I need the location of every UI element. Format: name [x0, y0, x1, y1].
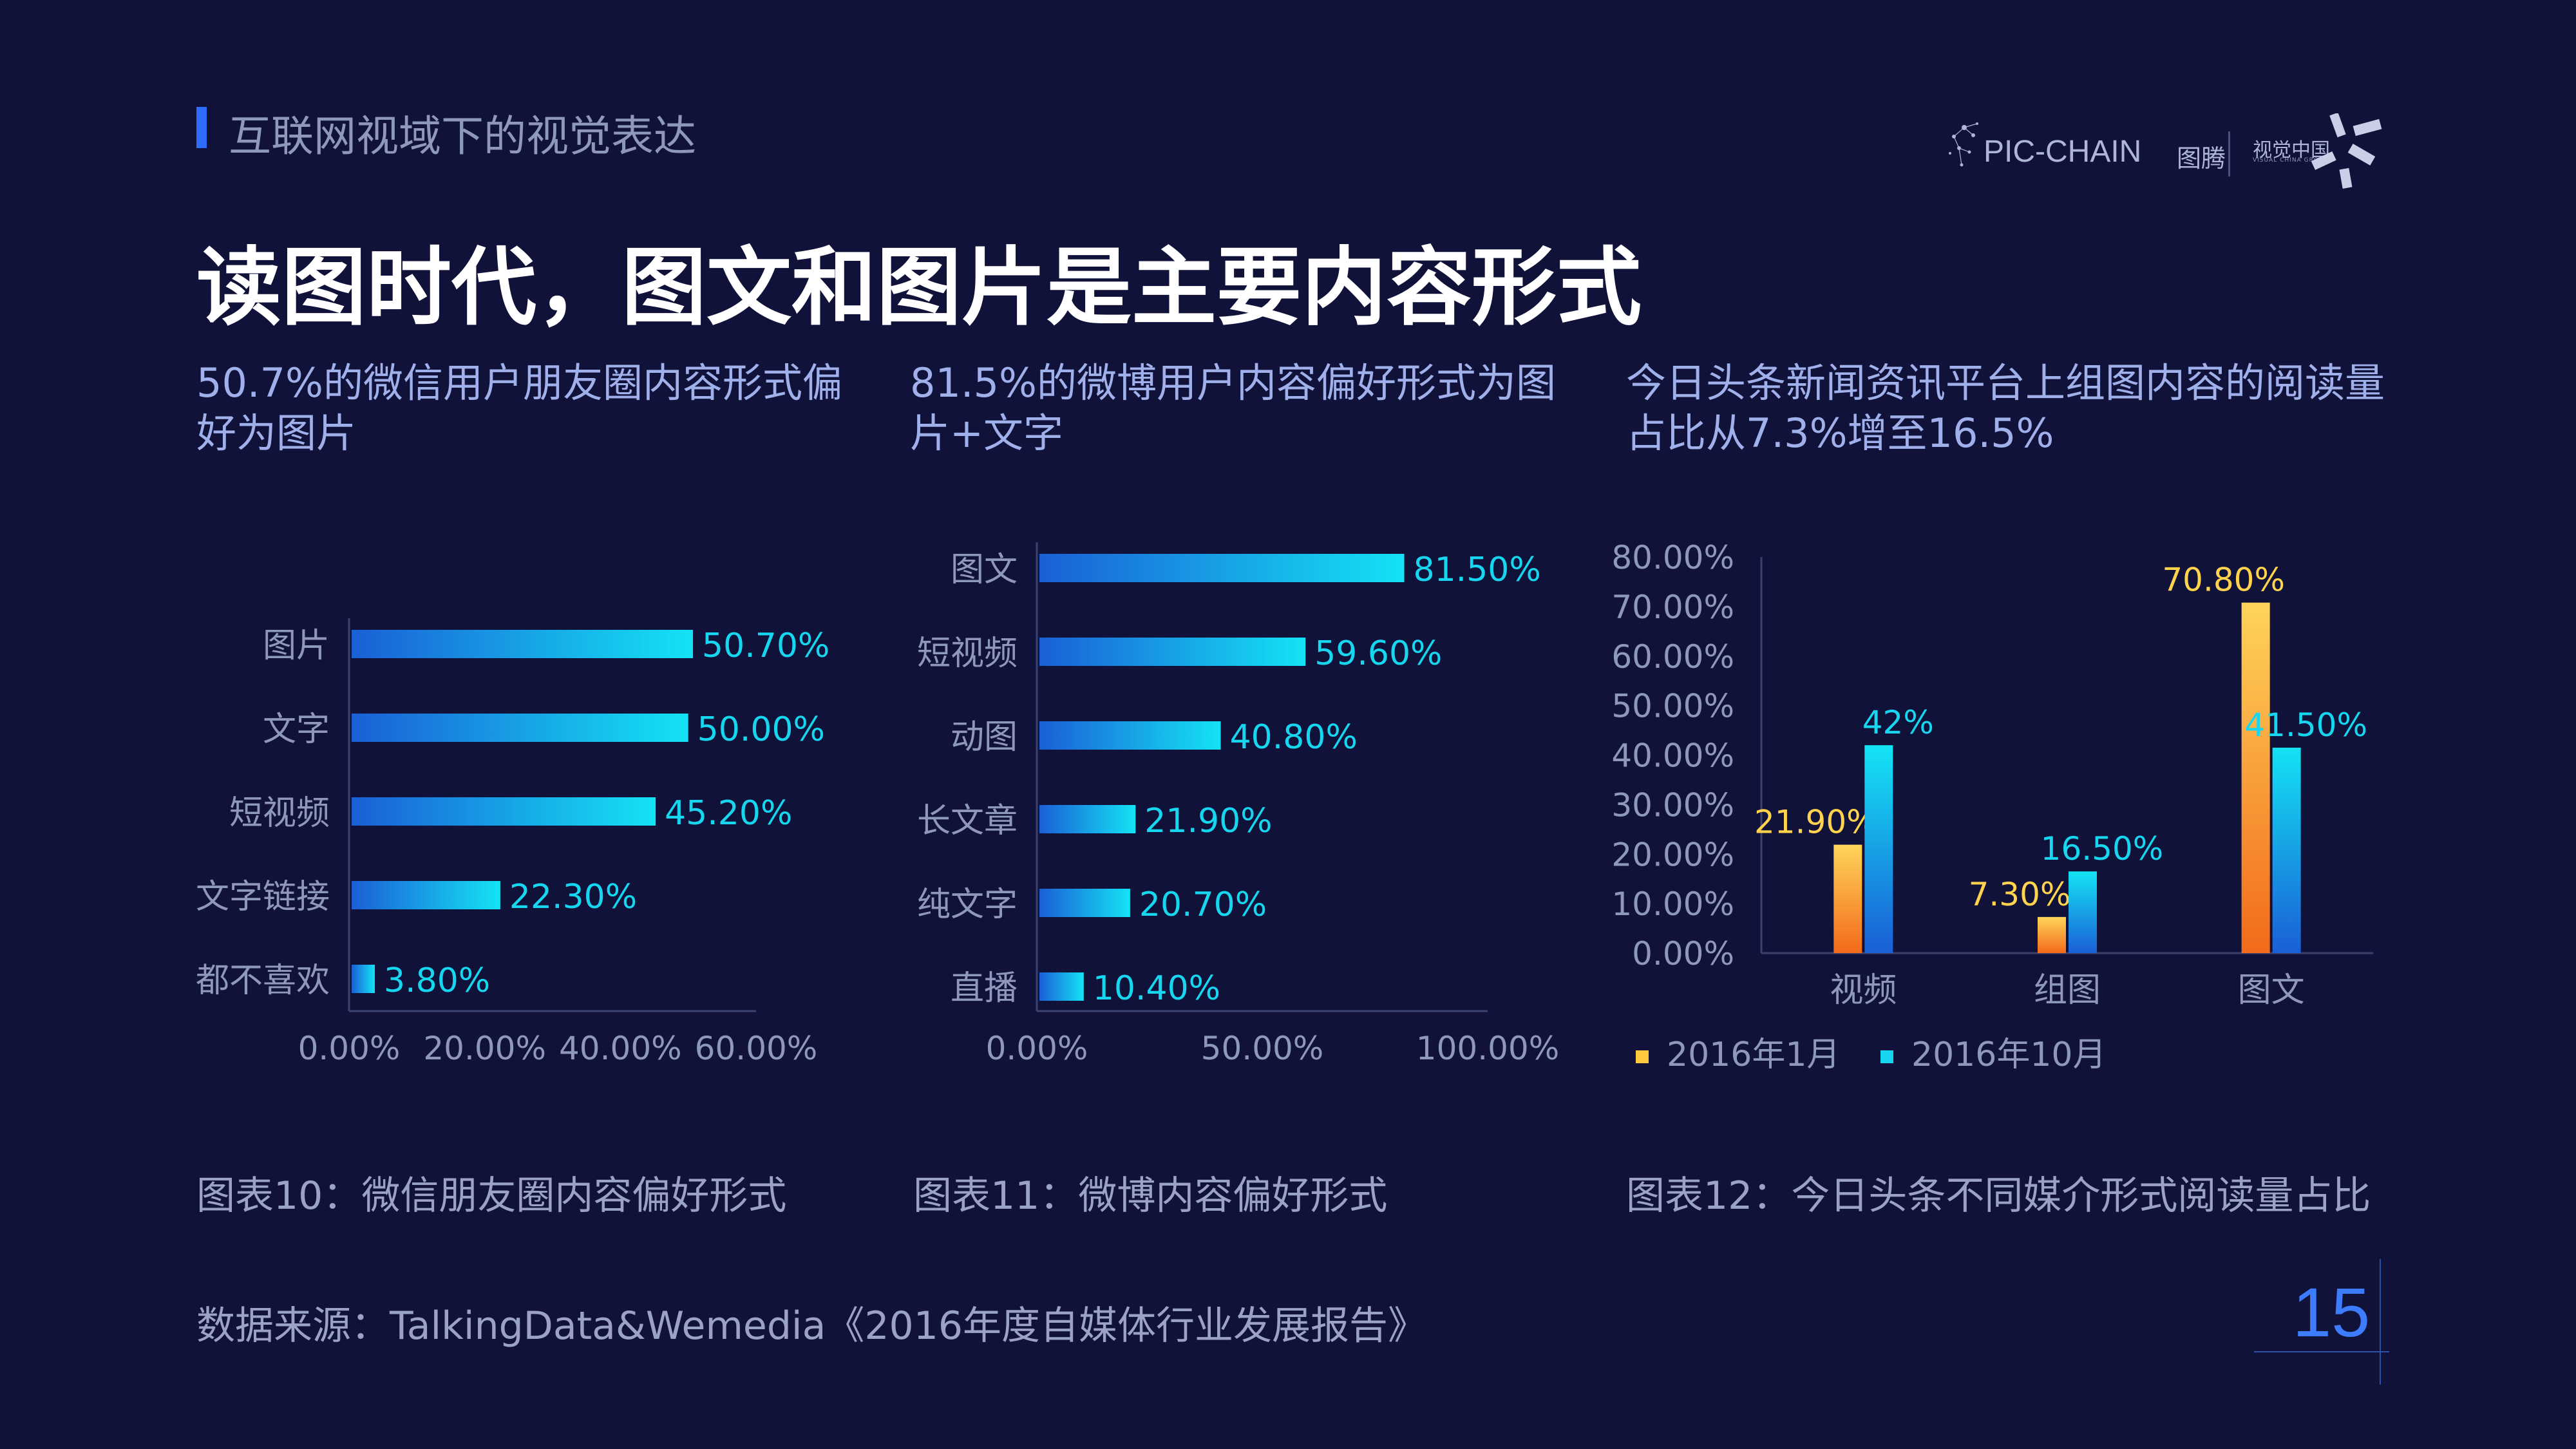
value-label: 22.30% — [509, 878, 637, 916]
chart2-caption: 图表11：微博内容偏好形式 — [913, 1173, 1388, 1218]
y-tick-label: 10.00% — [1611, 886, 1734, 923]
vcg-mark-icon — [2311, 113, 2382, 189]
brand-name-cn: 图腾 — [2177, 144, 2226, 173]
value-label: 3.80% — [384, 961, 490, 1000]
category-label: 文字 — [263, 710, 330, 749]
legend-swatch — [1636, 1050, 1649, 1063]
y-tick-label: 60.00% — [1611, 638, 1734, 676]
value-label: 20.70% — [1139, 886, 1267, 924]
value-label: 42% — [1862, 704, 1934, 741]
category-label: 动图 — [951, 718, 1018, 757]
partner-name: 视觉中国 — [2253, 139, 2330, 162]
partner-subtitle: VISUAL CHINA GROUP — [2253, 157, 2328, 164]
bar-图文-2016年1月 — [2241, 602, 2270, 953]
x-tick-label: 100.00% — [1416, 1030, 1559, 1067]
x-tick-label: 20.00% — [423, 1030, 546, 1067]
chart1-heading: 50.7%的微信用户朋友圈内容形式偏好为图片 — [196, 359, 842, 457]
category-label: 直播 — [951, 969, 1018, 1008]
value-label: 16.50% — [2041, 830, 2164, 867]
brand-logo: PIC-CHAIN 图腾 视觉中国 VISUAL CHINA GROUP — [1945, 108, 2383, 192]
chart3-heading: 今日头条新闻资讯平台上组图内容的阅读量占比从7.3%增至16.5% — [1626, 359, 2385, 457]
constellation-icon — [1949, 122, 1978, 167]
bar-短视频 — [352, 797, 656, 826]
bar-图文 — [1039, 554, 1405, 582]
y-tick-label: 30.00% — [1611, 786, 1734, 824]
category-label: 图文 — [2238, 971, 2305, 1010]
bar-图片 — [352, 630, 694, 658]
value-label: 40.80% — [1230, 718, 1358, 757]
category-label: 视频 — [1830, 971, 1897, 1010]
chart3-toutiao-reading-share: 0.00% 10.00% 20.00% 30.00% 40.00% 50.00% 60.00… — [1611, 539, 2373, 1074]
bar-短视频 — [1039, 638, 1306, 666]
value-label: 41.50% — [2244, 706, 2367, 744]
category-label: 长文章 — [917, 802, 1018, 840]
x-tick-label: 0.00% — [298, 1030, 401, 1067]
page-number-rule-horizontal — [2254, 1351, 2389, 1352]
bar-都不喜欢 — [352, 965, 375, 993]
bar-视频-2016年10月 — [1864, 745, 1893, 953]
y-tick-label: 20.00% — [1611, 836, 1734, 873]
bar-组图-2016年1月 — [2038, 916, 2066, 953]
x-tick-label: 40.00% — [559, 1030, 682, 1067]
value-label: 21.90% — [1144, 802, 1272, 840]
page-number-rule-vertical — [2380, 1259, 2381, 1385]
y-tick-label: 0.00% — [1632, 935, 1734, 972]
legend-label: 2016年10月 — [1911, 1036, 2107, 1074]
bar-动图 — [1039, 721, 1221, 750]
legend-swatch — [1880, 1050, 1893, 1063]
bar-视频-2016年1月 — [1833, 844, 1862, 953]
bar-文字 — [352, 714, 688, 742]
value-label: 70.80% — [2162, 562, 2285, 599]
chart2-heading: 81.5%的微博用户内容偏好形式为图片+文字 — [910, 359, 1556, 457]
y-tick-label: 50.00% — [1611, 688, 1734, 725]
data-source: 数据来源：TalkingData&Wemedia《2016年度自媒体行业发展报告… — [196, 1303, 1427, 1349]
value-label: 21.90% — [1754, 804, 1877, 841]
category-label: 组图 — [2034, 971, 2101, 1010]
value-label: 50.70% — [702, 627, 829, 665]
x-tick-label: 50.00% — [1201, 1030, 1324, 1067]
category-label: 文字链接 — [196, 878, 330, 916]
logo-separator — [2228, 131, 2230, 176]
value-label: 81.50% — [1414, 551, 1541, 589]
bar-直播 — [1039, 972, 1084, 1001]
bar-文字链接 — [352, 881, 500, 909]
x-tick-label: 60.00% — [695, 1030, 818, 1067]
category-label: 短视频 — [229, 794, 330, 833]
bar-图文-2016年10月 — [2272, 747, 2301, 953]
category-label: 纯文字 — [917, 886, 1018, 924]
bar-组图-2016年10月 — [2069, 871, 2097, 953]
page-title: 读图时代，图文和图片是主要内容形式 — [196, 238, 1642, 337]
chart3-caption: 图表12：今日头条不同媒介形式阅读量占比 — [1626, 1173, 2371, 1218]
value-label: 50.00% — [697, 710, 825, 749]
category-label: 图片 — [263, 627, 330, 665]
chart1-caption: 图表10：微信朋友圈内容偏好形式 — [196, 1173, 787, 1218]
x-tick-label: 0.00% — [986, 1030, 1088, 1067]
y-tick-label: 40.00% — [1611, 737, 1734, 775]
page-number: 15 — [2293, 1273, 2371, 1351]
value-label: 45.20% — [665, 794, 792, 833]
y-tick-label: 70.00% — [1611, 589, 1734, 626]
value-label: 7.30% — [1969, 876, 2071, 913]
y-tick-label: 80.00% — [1611, 539, 1734, 576]
legend-label: 2016年1月 — [1667, 1036, 1840, 1074]
value-label: 10.40% — [1093, 969, 1220, 1008]
bar-纯文字 — [1039, 889, 1130, 917]
chart1-wechat-preferences: 图片 50.70% 文字 50.00% 短视频 45.20% 文字链接 22.30% 都不喜欢 3… — [196, 618, 829, 1067]
section-accent-bar — [196, 107, 207, 148]
chart2-weibo-preferences: 图文 81.50% 短视频 59.60% 动图 40.80% 长文章 21.90% 纯文字 20.… — [917, 542, 1559, 1067]
value-label: 59.60% — [1314, 634, 1442, 673]
category-label: 图文 — [951, 551, 1018, 589]
bar-长文章 — [1039, 805, 1136, 833]
brand-name: PIC-CHAIN — [1984, 135, 2142, 169]
category-label: 都不喜欢 — [196, 961, 330, 1000]
category-label: 短视频 — [917, 634, 1018, 673]
section-title: 互联网视域下的视觉表达 — [229, 111, 696, 161]
